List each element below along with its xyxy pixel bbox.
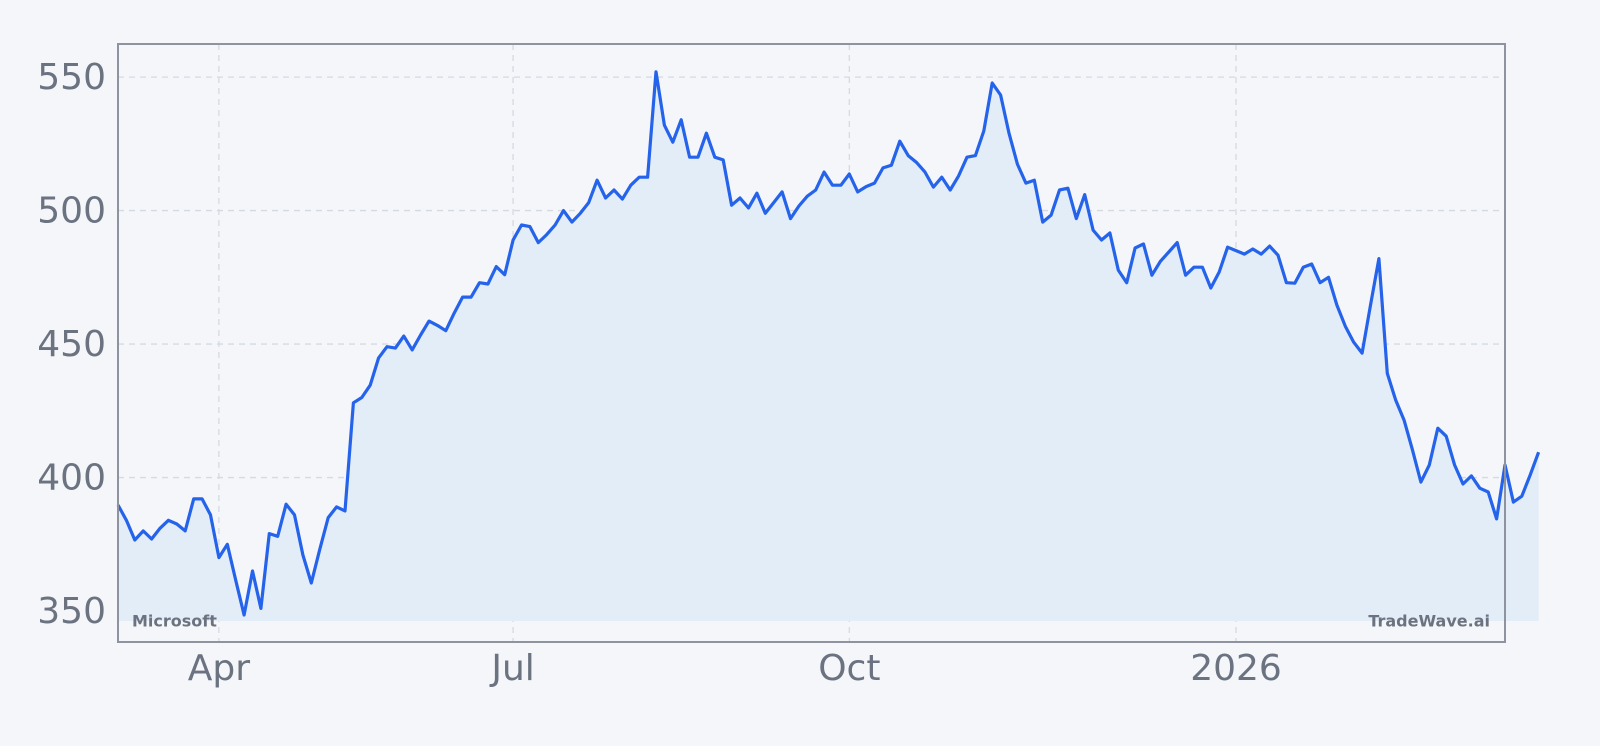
y-tick-label: 350 [37, 591, 106, 632]
plot-border [117, 43, 1506, 643]
y-tick-label: 400 [37, 458, 106, 499]
x-tick-label: 2026 [1190, 648, 1282, 689]
watermark: TradeWave.ai [1368, 612, 1490, 631]
y-tick-label: 550 [37, 57, 106, 98]
data [116, 70, 1541, 622]
x-tick-label: Jul [489, 648, 534, 689]
area [118, 71, 1539, 622]
x-tick-label: Apr [188, 648, 250, 689]
y-tick-label: 450 [37, 324, 106, 365]
x-tick-label: Oct [818, 648, 880, 689]
line [116, 70, 1541, 617]
series-label: Microsoft [132, 612, 217, 631]
y-tick-label: 500 [37, 191, 106, 232]
